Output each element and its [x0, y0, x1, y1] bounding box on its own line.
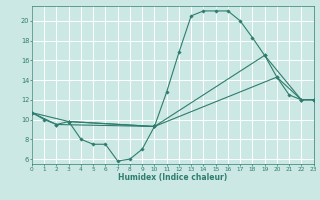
- X-axis label: Humidex (Indice chaleur): Humidex (Indice chaleur): [118, 173, 228, 182]
